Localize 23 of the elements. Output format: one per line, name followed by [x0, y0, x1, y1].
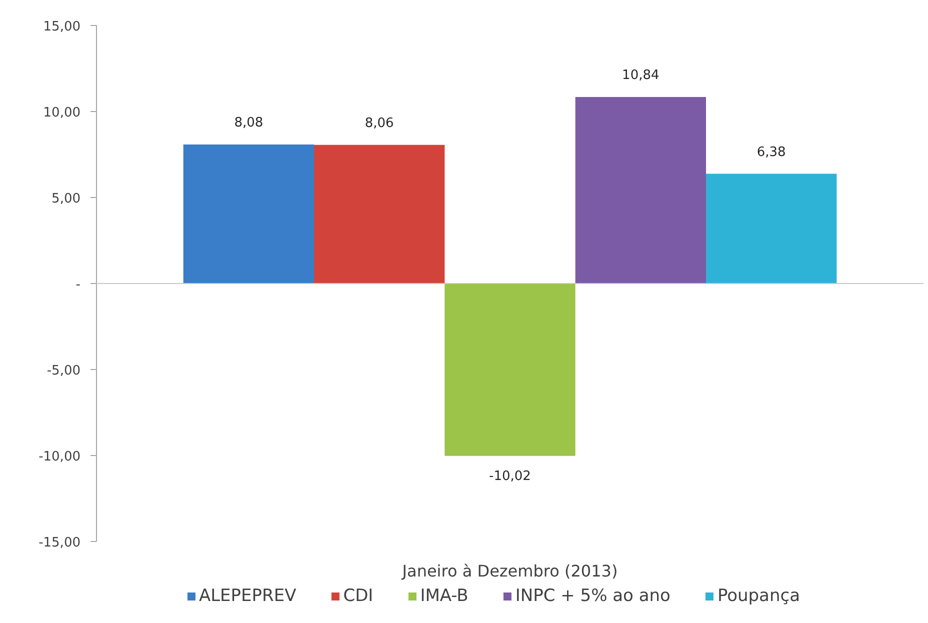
legend-label: Poupança [717, 585, 800, 608]
bar [444, 284, 576, 456]
y-tick-label: -5,00 [46, 364, 81, 378]
bar [706, 174, 837, 284]
data-label: 10,84 [622, 68, 660, 84]
legend-label: CDI [343, 585, 374, 608]
data-label: -10,02 [489, 468, 531, 484]
data-label: 6,38 [756, 144, 786, 160]
legend-label: INPC + 5% ao ano [515, 585, 670, 608]
legend-label: ALEPEPREV [198, 585, 296, 608]
y-tick-label: 5,00 [52, 192, 81, 206]
y-tick-label: 15,00 [43, 20, 80, 34]
bar [183, 144, 314, 284]
y-tick-label: -15,00 [38, 536, 81, 550]
bar [314, 144, 445, 284]
data-label: 8,08 [234, 116, 264, 131]
data-label: 8,06 [364, 116, 394, 131]
x-tick-label: Janeiro à Dezembro (2013) [401, 562, 618, 580]
y-tick-label: 10,00 [43, 106, 80, 120]
legend-label: IMA-B [420, 585, 468, 608]
y-tick-label: -10,00 [38, 450, 81, 464]
y-tick-label: - [76, 278, 81, 292]
bar [575, 97, 706, 284]
